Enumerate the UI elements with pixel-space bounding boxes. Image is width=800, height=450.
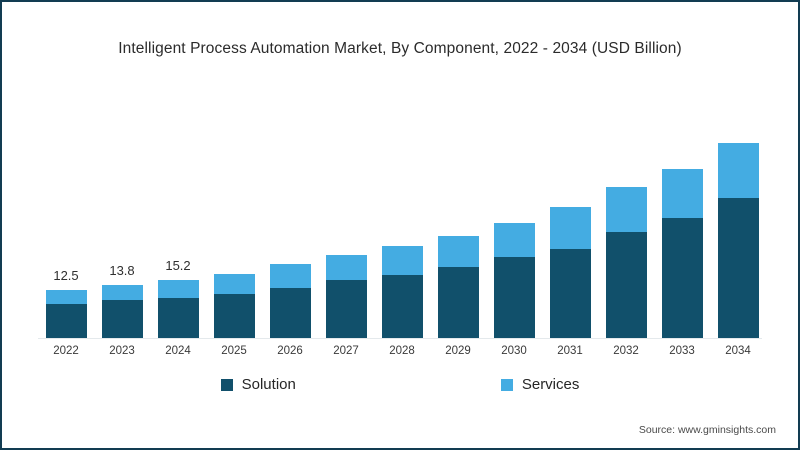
- x-axis-tick-label: 2028: [389, 345, 415, 357]
- bar-stack[interactable]: [661, 169, 703, 338]
- bar-stack[interactable]: [717, 142, 759, 338]
- bar-segment-solution[interactable]: [157, 297, 199, 338]
- x-axis-tick-label: 2032: [613, 345, 639, 357]
- x-axis-tick-label: 2034: [725, 345, 751, 357]
- legend-item-label: Solution: [241, 376, 296, 393]
- x-axis-tick-label: 2031: [557, 345, 583, 357]
- bar-segment-services[interactable]: [437, 235, 479, 268]
- bar-segment-solution[interactable]: [661, 217, 703, 338]
- bar-segment-services[interactable]: [605, 186, 647, 232]
- x-axis-tick-label: 2025: [221, 345, 247, 357]
- square-swatch-icon: [220, 378, 233, 391]
- bar-stack[interactable]: [325, 254, 367, 338]
- bar-segment-services[interactable]: [101, 285, 143, 301]
- bar-segment-solution[interactable]: [717, 197, 759, 338]
- bar-segment-services[interactable]: [381, 246, 423, 276]
- bar-value-label: 12.5: [53, 268, 79, 284]
- bar-stack[interactable]: [269, 264, 311, 338]
- bar-stack[interactable]: [605, 186, 647, 338]
- bar-segment-services[interactable]: [213, 273, 255, 295]
- x-axis-tick-label: 2026: [277, 345, 303, 357]
- chart-title: Intelligent Process Automation Market, B…: [118, 40, 682, 57]
- legend-item-label: Services: [521, 376, 580, 393]
- bar-stack[interactable]: [101, 285, 143, 338]
- bar-stack[interactable]: [549, 206, 591, 338]
- bar-stack[interactable]: [437, 235, 479, 338]
- legend-item-services[interactable]: Services: [500, 376, 580, 393]
- bar-value-label: 15.2: [165, 258, 191, 274]
- bar-segment-solution[interactable]: [605, 231, 647, 338]
- bar-segment-services[interactable]: [45, 290, 87, 305]
- bar-segment-services[interactable]: [717, 142, 759, 198]
- bar-stack[interactable]: [213, 273, 255, 338]
- bar-segment-services[interactable]: [493, 222, 535, 258]
- plot-area: [38, 98, 766, 338]
- x-axis-tick-label: 2022: [53, 345, 79, 357]
- x-axis-tick-label: 2029: [445, 345, 471, 357]
- bar-segment-services[interactable]: [549, 206, 591, 249]
- x-axis-tick-label: 2030: [501, 345, 527, 357]
- x-axis-line: [38, 338, 762, 339]
- bar-segment-services[interactable]: [157, 280, 199, 298]
- x-axis-tick-label: 2033: [669, 345, 695, 357]
- bar-stack[interactable]: [45, 290, 87, 338]
- bar-segment-services[interactable]: [325, 254, 367, 281]
- bar-segment-solution[interactable]: [437, 267, 479, 338]
- x-axis-tick-label: 2023: [109, 345, 135, 357]
- chart-legend: Solution Services: [2, 376, 798, 393]
- bar-segment-solution[interactable]: [101, 300, 143, 338]
- bar-stack[interactable]: [157, 280, 199, 338]
- bar-segment-solution[interactable]: [381, 275, 423, 338]
- bar-stack[interactable]: [381, 246, 423, 338]
- source-attribution: Source: www.gminsights.com: [638, 424, 776, 436]
- bar-segment-solution[interactable]: [213, 294, 255, 338]
- x-axis-tick-label: 2027: [333, 345, 359, 357]
- bar-segment-services[interactable]: [661, 169, 703, 218]
- bar-segment-solution[interactable]: [325, 280, 367, 338]
- bar-value-label: 13.8: [109, 263, 135, 279]
- x-axis-tick-label: 2024: [165, 345, 191, 357]
- bar-stack[interactable]: [493, 222, 535, 338]
- square-swatch-icon: [500, 378, 513, 391]
- bar-segment-solution[interactable]: [269, 287, 311, 338]
- bar-segment-solution[interactable]: [549, 248, 591, 338]
- bar-segment-solution[interactable]: [493, 257, 535, 338]
- bar-segment-solution[interactable]: [45, 304, 87, 338]
- bar-segment-services[interactable]: [269, 264, 311, 288]
- legend-item-solution[interactable]: Solution: [220, 376, 296, 393]
